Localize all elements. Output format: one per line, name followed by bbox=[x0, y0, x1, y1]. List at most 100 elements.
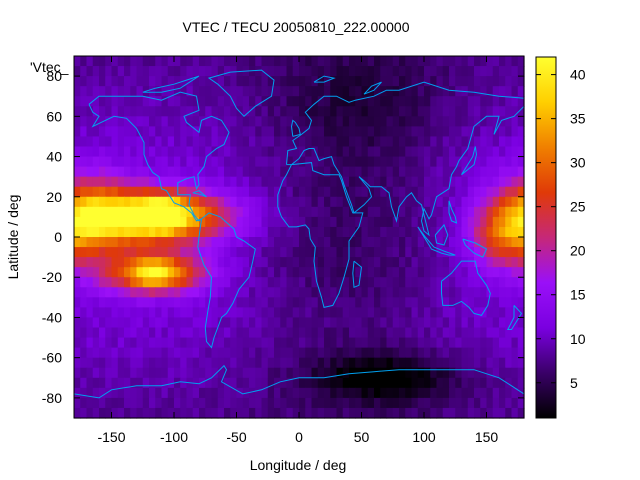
heatmap-cell bbox=[355, 166, 363, 178]
heatmap-cell bbox=[255, 116, 263, 127]
heatmap-cell bbox=[480, 196, 488, 208]
heatmap-cell bbox=[74, 186, 81, 198]
heatmap-cell bbox=[155, 307, 163, 319]
heatmap-cell bbox=[355, 136, 363, 148]
heatmap-cell bbox=[261, 166, 269, 178]
heatmap-cell bbox=[86, 267, 94, 278]
heatmap-cell bbox=[492, 196, 500, 208]
heatmap-cell bbox=[330, 307, 338, 319]
heatmap-cell bbox=[474, 196, 481, 208]
heatmap-cell bbox=[399, 76, 406, 87]
heatmap-cell bbox=[361, 206, 369, 218]
heatmap-cell bbox=[317, 126, 325, 138]
heatmap-cell bbox=[267, 206, 275, 218]
heatmap-cell bbox=[124, 397, 131, 409]
heatmap-cell bbox=[149, 377, 156, 389]
heatmap-cell bbox=[492, 206, 500, 218]
heatmap-cell bbox=[111, 86, 119, 97]
heatmap-cell bbox=[299, 327, 306, 339]
heatmap-cell bbox=[474, 327, 481, 339]
heatmap-cell bbox=[461, 216, 469, 228]
heatmap-cell bbox=[361, 277, 369, 288]
heatmap-cell bbox=[111, 267, 119, 278]
heatmap-cell bbox=[224, 126, 231, 138]
heatmap-cell bbox=[242, 307, 250, 319]
heatmap-cell bbox=[236, 146, 244, 158]
heatmap-cell bbox=[105, 126, 113, 138]
heatmap-cell bbox=[361, 126, 369, 138]
heatmap-cell bbox=[455, 76, 463, 87]
heatmap-cell bbox=[405, 176, 413, 188]
heatmap-cell bbox=[436, 357, 444, 369]
heatmap-cell bbox=[411, 196, 419, 208]
heatmap-cell bbox=[492, 287, 500, 298]
heatmap-cell bbox=[486, 156, 494, 168]
heatmap-cell bbox=[480, 337, 488, 349]
heatmap-cell bbox=[392, 317, 400, 329]
heatmap-cell bbox=[399, 66, 406, 77]
heatmap-cell bbox=[324, 387, 331, 399]
heatmap-cell bbox=[449, 166, 456, 178]
heatmap-cell bbox=[249, 56, 256, 67]
heatmap-cell bbox=[480, 267, 488, 278]
heatmap-cell bbox=[442, 307, 450, 319]
heatmap-cell bbox=[155, 357, 163, 369]
heatmap-cell bbox=[142, 186, 150, 198]
heatmap-cell bbox=[399, 337, 406, 349]
heatmap-cell bbox=[99, 257, 106, 268]
heatmap-cell bbox=[474, 337, 481, 349]
heatmap-cell bbox=[480, 377, 488, 389]
heatmap-cell bbox=[386, 247, 394, 258]
heatmap-cell bbox=[274, 267, 281, 278]
heatmap-cell bbox=[199, 287, 206, 298]
heatmap-cell bbox=[505, 267, 513, 278]
heatmap-cell bbox=[317, 357, 325, 369]
heatmap-cell bbox=[305, 226, 313, 238]
heatmap-cell bbox=[486, 116, 494, 127]
heatmap-cell bbox=[111, 347, 119, 359]
heatmap-cell bbox=[517, 116, 525, 127]
heatmap-cell bbox=[211, 156, 219, 168]
heatmap-cell bbox=[130, 156, 138, 168]
heatmap-cell bbox=[349, 307, 356, 319]
heatmap-cell bbox=[330, 136, 338, 148]
heatmap-cell bbox=[74, 196, 81, 208]
colorbar-tick-label: 35 bbox=[570, 111, 586, 127]
heatmap-cell bbox=[80, 126, 88, 138]
heatmap-cell bbox=[392, 156, 400, 168]
heatmap-cell bbox=[261, 307, 269, 319]
heatmap-cell bbox=[449, 257, 456, 268]
heatmap-cell bbox=[374, 247, 381, 258]
heatmap-cell bbox=[399, 277, 406, 288]
heatmap-cell bbox=[324, 106, 331, 117]
heatmap-cell bbox=[299, 196, 306, 208]
heatmap-cell bbox=[217, 347, 225, 359]
heatmap-cell bbox=[261, 86, 269, 97]
heatmap-cell bbox=[480, 86, 488, 97]
heatmap-cell bbox=[174, 66, 181, 77]
heatmap-cell bbox=[142, 226, 150, 238]
heatmap-cell bbox=[330, 176, 338, 188]
heatmap-cell bbox=[480, 206, 488, 218]
heatmap-cell bbox=[124, 307, 131, 319]
heatmap-cell bbox=[299, 357, 306, 369]
heatmap-cell bbox=[117, 226, 125, 238]
heatmap-cell bbox=[80, 337, 88, 349]
heatmap-cell bbox=[286, 267, 294, 278]
heatmap-cell bbox=[86, 317, 94, 329]
heatmap-cell bbox=[174, 126, 181, 138]
heatmap-cell bbox=[230, 146, 238, 158]
heatmap-cell bbox=[480, 237, 488, 248]
heatmap-cell bbox=[249, 277, 256, 288]
heatmap-cell bbox=[236, 86, 244, 97]
heatmap-cell bbox=[455, 307, 463, 319]
heatmap-cell bbox=[92, 226, 100, 238]
heatmap-cell bbox=[280, 126, 288, 138]
y-tick-label: -80 bbox=[42, 390, 62, 406]
heatmap-cell bbox=[361, 116, 369, 127]
heatmap-cell bbox=[324, 186, 331, 198]
heatmap-cell bbox=[105, 86, 113, 97]
heatmap-cell bbox=[367, 287, 375, 298]
heatmap-cell bbox=[111, 337, 119, 349]
heatmap-cell bbox=[211, 407, 219, 419]
